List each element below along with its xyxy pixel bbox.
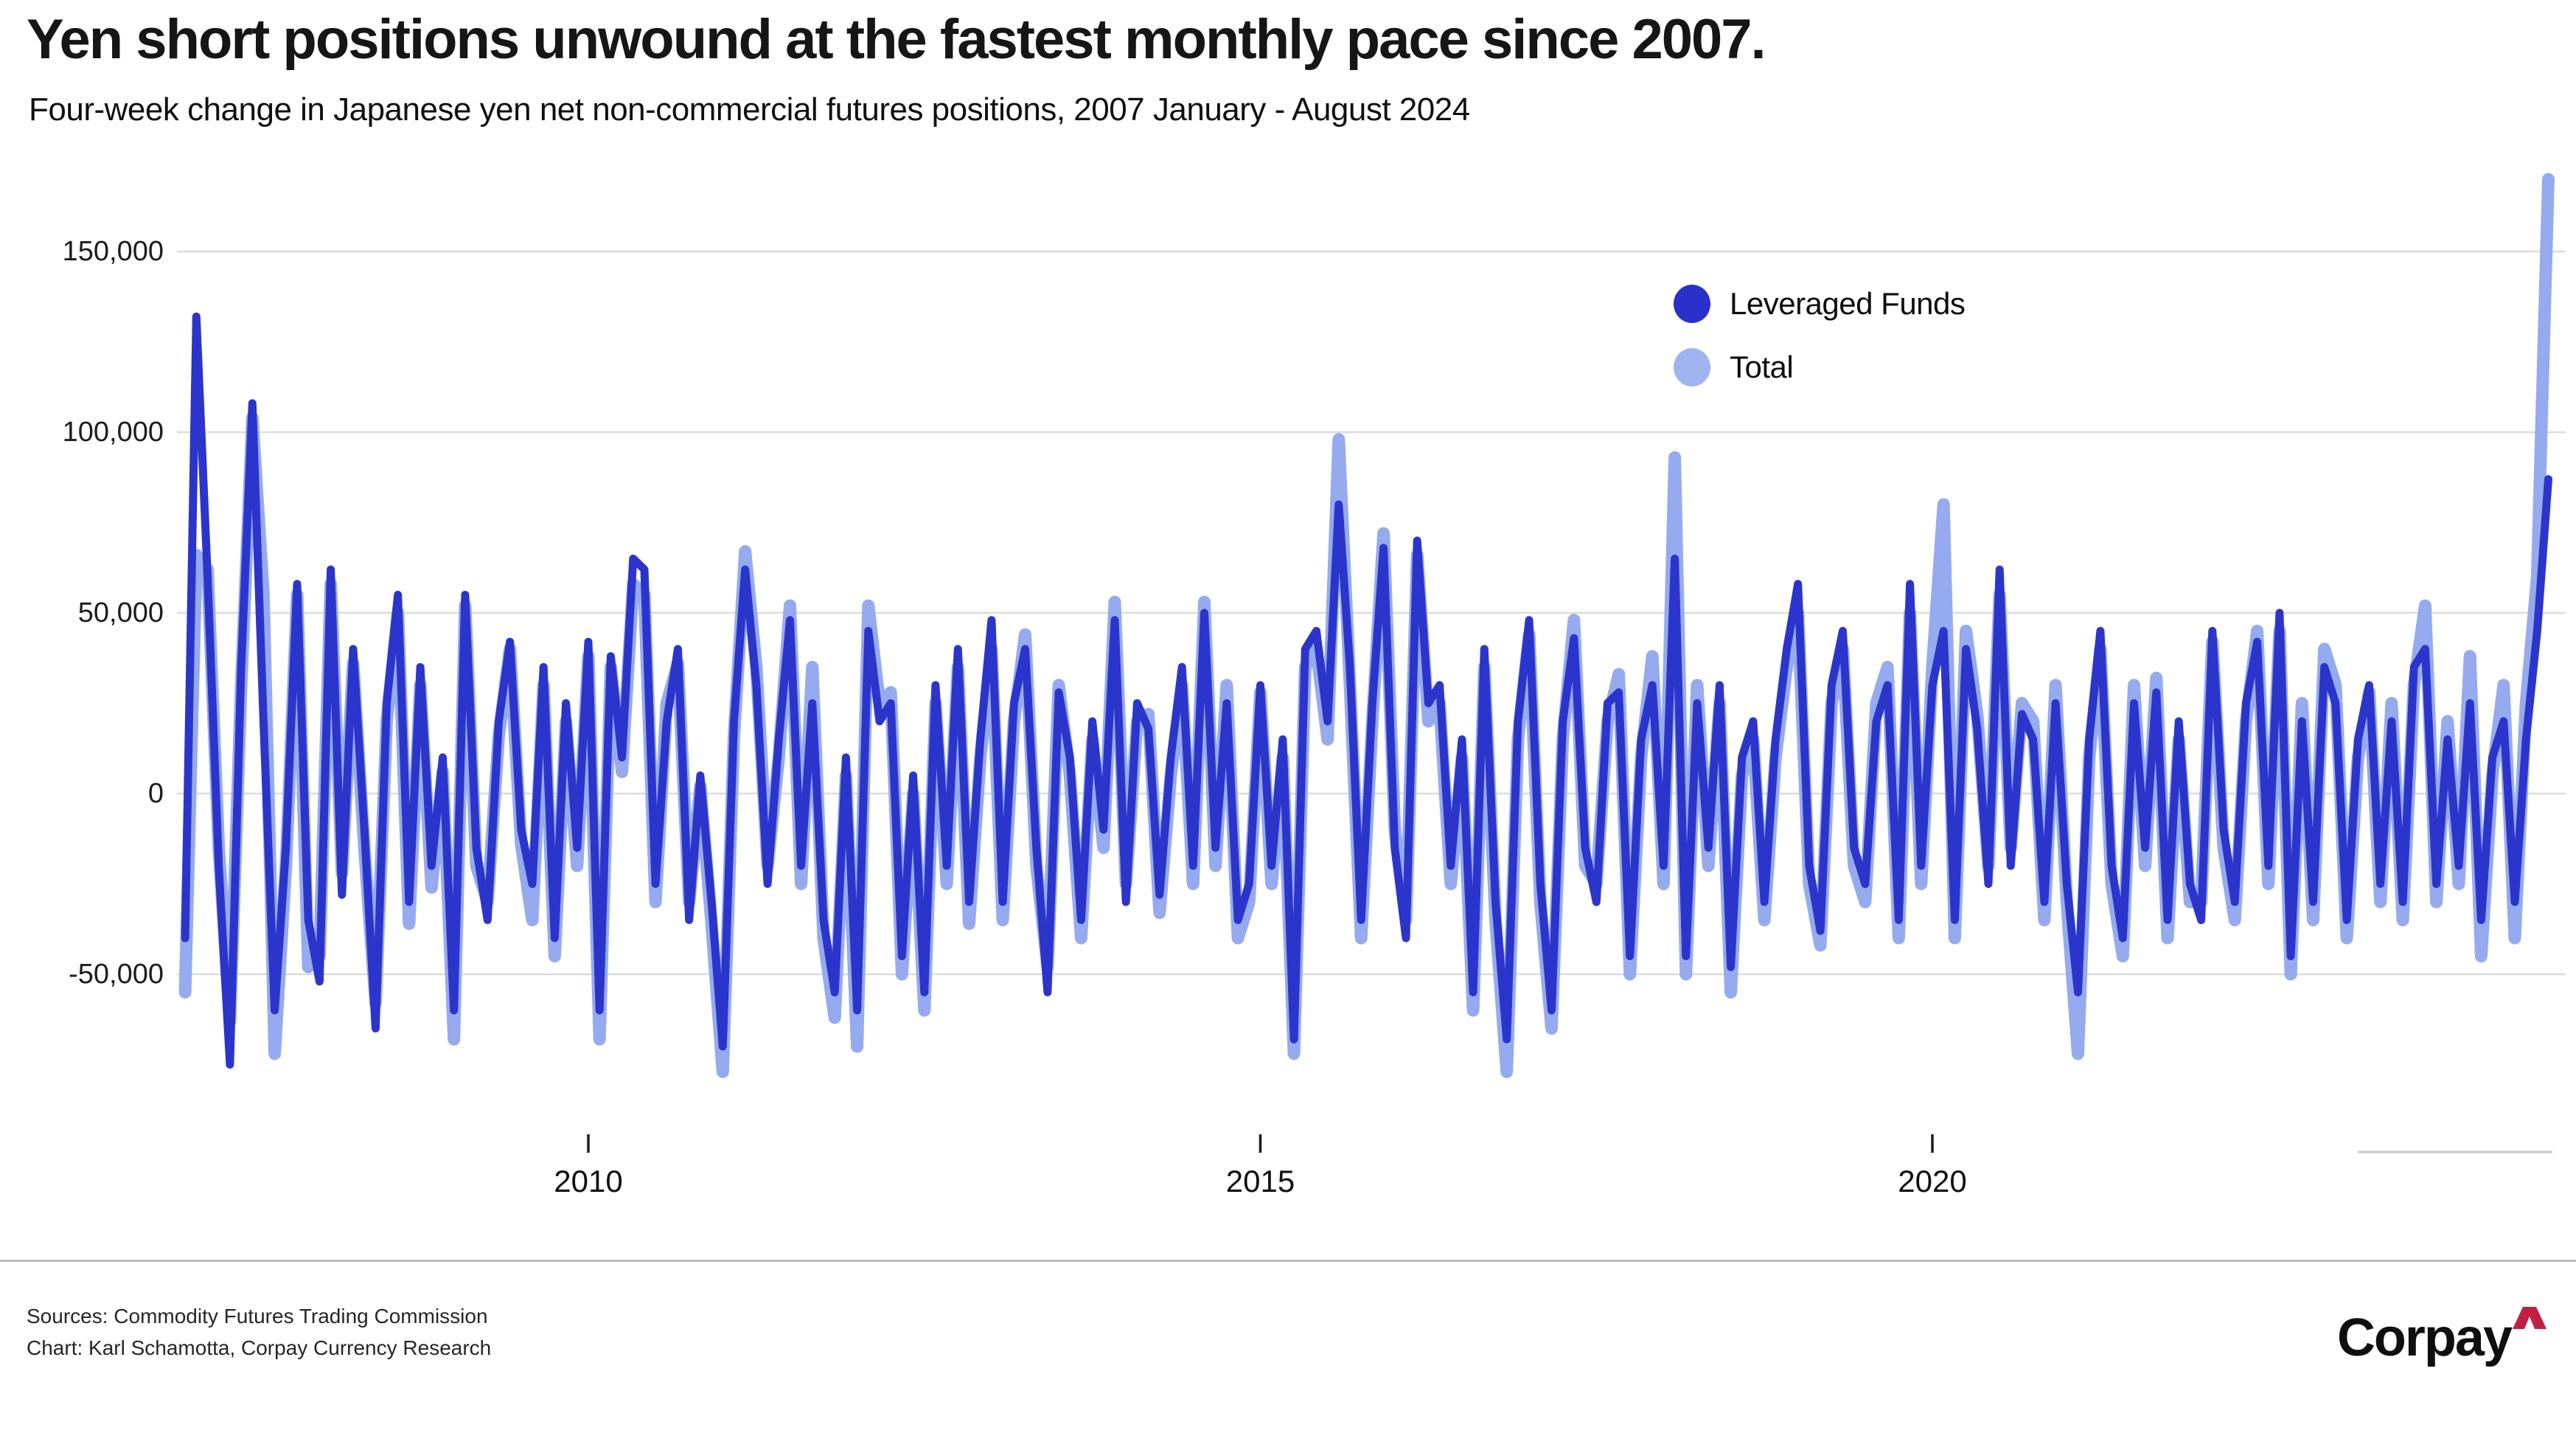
footer-source-credits: Sources: Commodity Futures Trading Commi… (27, 1301, 491, 1364)
series-line-leveraged-funds (181, 312, 2552, 1069)
sources-line: Sources: Commodity Futures Trading Commi… (27, 1305, 488, 1328)
legend-item-leveraged-funds: Leveraged Funds (1674, 285, 1966, 323)
chart-credit-line: Chart: Karl Schamotta, Corpay Currency R… (27, 1336, 492, 1359)
chart-title: Yen short positions unwound at the faste… (27, 8, 1766, 71)
series-line-total (178, 173, 2555, 1078)
corpay-logo: Corpay (2336, 1307, 2547, 1367)
chart-subtitle: Four-week change in Japanese yen net non… (29, 91, 1470, 128)
legend-swatch-total-icon (1674, 348, 1710, 386)
legend-item-total: Total (1674, 348, 1965, 386)
y-axis-tick-label: 150,000 (63, 236, 164, 267)
y-axis-tick-label: 50,000 (78, 597, 164, 628)
y-axis-tick-label: -50,000 (69, 959, 164, 990)
legend-label-total: Total (1730, 350, 1794, 384)
footer-divider (0, 1260, 2576, 1262)
x-axis-tick-label: 2020 (1898, 1164, 1966, 1198)
legend-swatch-leveraged-funds-icon (1674, 285, 1710, 323)
chart-legend: Leveraged Funds Total (1674, 285, 1966, 386)
corpay-logo-wordmark: Corpay (2336, 1308, 2513, 1367)
x-axis-tick-label: 2015 (1226, 1164, 1295, 1198)
y-axis-tick-label: 0 (148, 778, 164, 809)
y-axis-tick-label: 100,000 (63, 417, 164, 448)
legend-label-leveraged-funds: Leveraged Funds (1730, 286, 1966, 321)
corpay-caret-icon (2513, 1307, 2547, 1329)
x-axis-tick-label: 2010 (554, 1164, 622, 1198)
